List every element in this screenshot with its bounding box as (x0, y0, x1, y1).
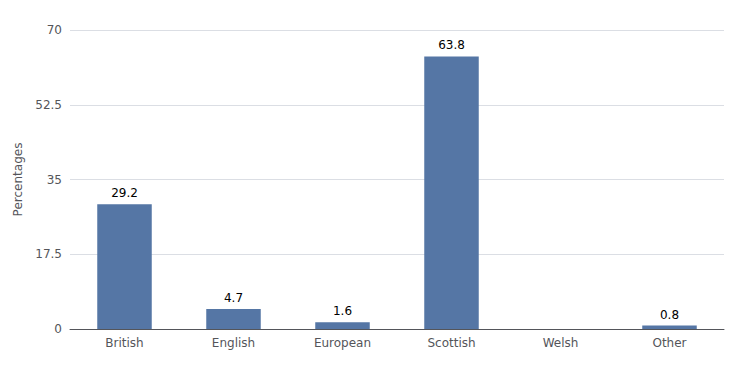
svg-text:British: British (105, 336, 143, 350)
svg-text:Welsh: Welsh (543, 336, 579, 350)
svg-text:European: European (314, 336, 371, 350)
svg-text:17.5: 17.5 (35, 247, 62, 261)
svg-text:Scottish: Scottish (427, 336, 475, 350)
svg-text:English: English (212, 336, 255, 350)
svg-text:52.5: 52.5 (35, 98, 62, 112)
svg-text:70: 70 (47, 23, 62, 37)
svg-text:0.8: 0.8 (660, 308, 679, 322)
svg-text:63.8: 63.8 (438, 38, 465, 52)
svg-text:29.2: 29.2 (111, 186, 138, 200)
svg-text:4.7: 4.7 (224, 291, 243, 305)
svg-text:35: 35 (47, 173, 62, 187)
svg-text:1.6: 1.6 (333, 304, 352, 318)
svg-text:Percentages: Percentages (11, 143, 25, 217)
svg-text:0: 0 (54, 322, 62, 336)
svg-text:Other: Other (652, 336, 686, 350)
